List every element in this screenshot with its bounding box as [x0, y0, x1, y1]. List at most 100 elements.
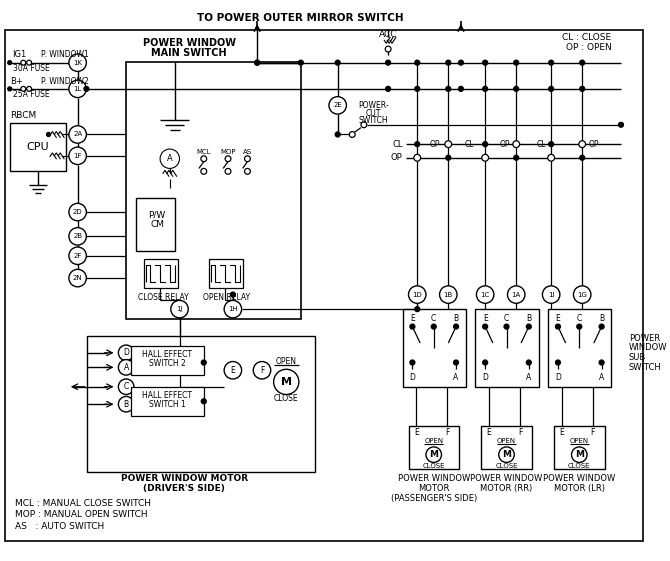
- Bar: [409, 426, 459, 469]
- Circle shape: [549, 86, 553, 91]
- Text: CL: CL: [465, 140, 474, 149]
- Text: SUB: SUB: [628, 353, 646, 362]
- Text: M: M: [281, 377, 291, 387]
- Text: E: E: [410, 314, 415, 323]
- Text: C: C: [431, 314, 436, 323]
- Text: MAIN SWITCH: MAIN SWITCH: [151, 48, 227, 58]
- Text: POWER WINDOW MOTOR: POWER WINDOW MOTOR: [121, 475, 248, 484]
- Circle shape: [555, 360, 560, 365]
- Text: 1J: 1J: [176, 306, 183, 312]
- Circle shape: [507, 286, 525, 304]
- Text: E: E: [483, 314, 488, 323]
- Text: 25A FUSE: 25A FUSE: [13, 90, 49, 99]
- Text: OPEN: OPEN: [570, 438, 589, 444]
- Text: MOP : MANUAL OPEN SWITCH: MOP : MANUAL OPEN SWITCH: [15, 511, 147, 519]
- Text: 1D: 1D: [412, 292, 422, 297]
- Text: C: C: [504, 314, 509, 323]
- Text: 2N: 2N: [73, 275, 82, 281]
- Bar: [131, 387, 204, 416]
- Circle shape: [514, 60, 519, 65]
- Text: CLOSE: CLOSE: [423, 463, 445, 470]
- Circle shape: [386, 60, 391, 65]
- Text: 2A: 2A: [73, 131, 82, 137]
- Text: POWER-: POWER-: [358, 101, 389, 110]
- Text: E: E: [559, 428, 564, 437]
- Text: OPEN: OPEN: [424, 438, 444, 444]
- Circle shape: [335, 60, 340, 65]
- Text: B: B: [454, 314, 458, 323]
- Text: B+: B+: [9, 77, 23, 86]
- Circle shape: [577, 324, 582, 329]
- Text: MOTOR: MOTOR: [418, 484, 450, 493]
- Circle shape: [361, 122, 366, 128]
- Circle shape: [201, 156, 206, 162]
- Text: F: F: [518, 428, 523, 437]
- Text: C: C: [577, 314, 582, 323]
- Circle shape: [69, 228, 86, 245]
- Text: D: D: [409, 373, 415, 381]
- Text: AS: AS: [243, 149, 252, 155]
- Text: D: D: [482, 373, 488, 381]
- Circle shape: [202, 360, 206, 365]
- Text: A: A: [526, 373, 531, 381]
- Text: F: F: [260, 366, 264, 375]
- Circle shape: [69, 247, 86, 264]
- Bar: [403, 309, 466, 387]
- Circle shape: [482, 60, 488, 65]
- Circle shape: [27, 60, 31, 65]
- Bar: [126, 62, 301, 319]
- Text: B: B: [599, 314, 604, 323]
- Circle shape: [482, 142, 488, 146]
- Text: A: A: [599, 373, 604, 381]
- Text: OP: OP: [429, 140, 440, 149]
- Circle shape: [446, 155, 451, 160]
- Circle shape: [386, 86, 391, 91]
- Text: 1C: 1C: [480, 292, 490, 297]
- Text: 1L: 1L: [74, 86, 82, 92]
- Text: 1G: 1G: [578, 292, 587, 297]
- Bar: [476, 309, 539, 387]
- Circle shape: [385, 46, 391, 52]
- Circle shape: [224, 300, 242, 318]
- Circle shape: [225, 156, 231, 162]
- Circle shape: [171, 300, 188, 318]
- Text: P/W: P/W: [149, 210, 165, 219]
- Text: POWER WINDOW: POWER WINDOW: [397, 475, 470, 484]
- Text: P. WINDOW1: P. WINDOW1: [41, 50, 88, 59]
- Circle shape: [599, 324, 604, 329]
- Bar: [131, 346, 204, 375]
- Circle shape: [225, 168, 231, 174]
- Circle shape: [69, 126, 86, 143]
- Text: B: B: [526, 314, 531, 323]
- Circle shape: [329, 96, 346, 114]
- Circle shape: [504, 324, 509, 329]
- Circle shape: [119, 360, 134, 375]
- Circle shape: [599, 360, 604, 365]
- Circle shape: [255, 60, 259, 65]
- Text: 1F: 1F: [74, 153, 82, 159]
- Circle shape: [446, 86, 451, 91]
- Text: 30A FUSE: 30A FUSE: [13, 64, 50, 73]
- Circle shape: [69, 54, 86, 71]
- Circle shape: [8, 87, 11, 91]
- Circle shape: [47, 132, 50, 136]
- Circle shape: [618, 122, 623, 127]
- Circle shape: [410, 324, 415, 329]
- Text: CLOSE: CLOSE: [495, 463, 518, 470]
- Circle shape: [549, 60, 553, 65]
- Text: POWER WINDOW: POWER WINDOW: [470, 475, 543, 484]
- Text: M: M: [429, 450, 438, 459]
- Circle shape: [69, 80, 86, 98]
- Text: WINDOW: WINDOW: [628, 343, 667, 352]
- Circle shape: [527, 360, 531, 365]
- Circle shape: [580, 60, 585, 65]
- Circle shape: [160, 149, 180, 168]
- Text: C: C: [123, 382, 129, 391]
- Text: E: E: [230, 366, 235, 375]
- Text: F: F: [591, 428, 595, 437]
- Text: A: A: [454, 373, 459, 381]
- Circle shape: [482, 86, 488, 91]
- Circle shape: [445, 141, 452, 148]
- Text: E: E: [555, 314, 560, 323]
- Circle shape: [8, 61, 11, 65]
